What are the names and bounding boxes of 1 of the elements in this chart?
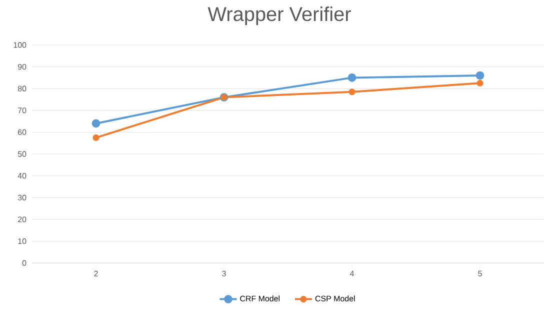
- chart-title: Wrapper Verifier: [208, 6, 351, 26]
